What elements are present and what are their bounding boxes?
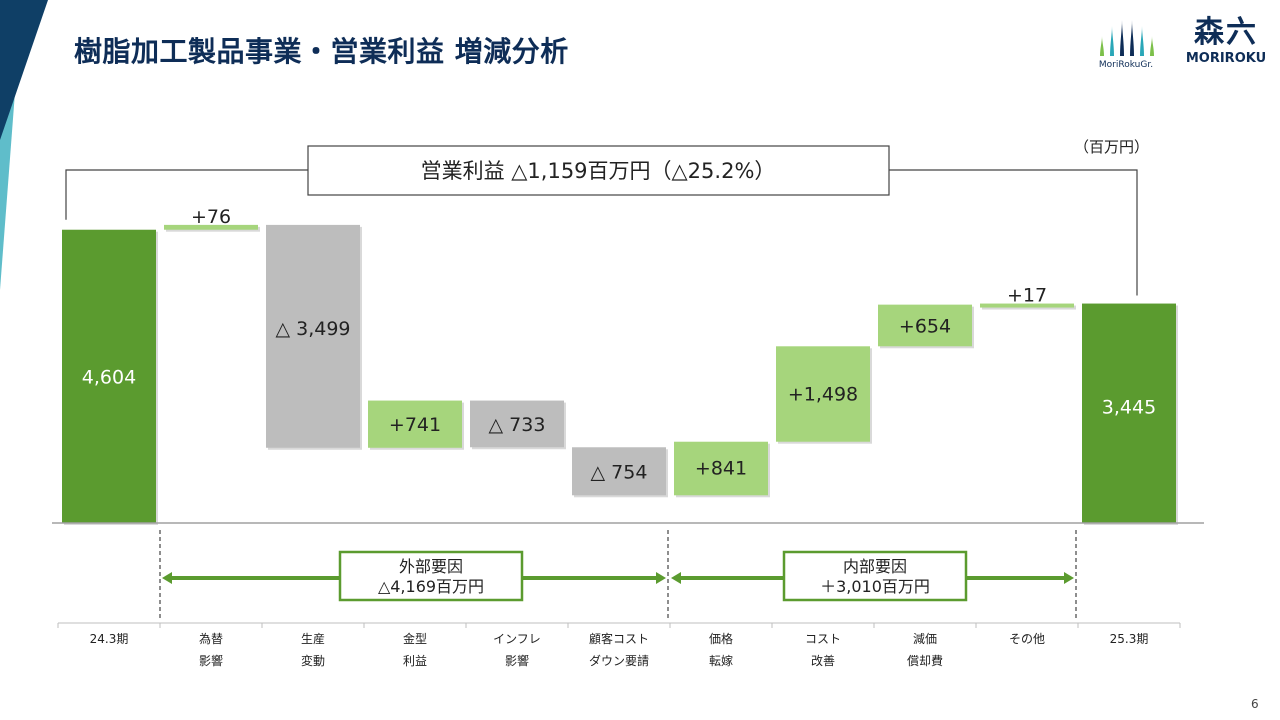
bar-10 xyxy=(980,303,1074,308)
unit-label: （百万円） xyxy=(1074,138,1150,156)
external-group-box xyxy=(338,550,524,602)
category-label-2: 為替 xyxy=(199,632,223,646)
category-label-6: ダウン要請 xyxy=(589,653,649,668)
category-label-5: 影響 xyxy=(505,653,529,668)
group-logo-icon xyxy=(1100,20,1154,56)
bar-2 xyxy=(164,224,258,230)
category-label-10: その他 xyxy=(1009,632,1045,646)
group-logo: MoriRokuGr. xyxy=(1092,16,1160,74)
external-arrow-head-left xyxy=(162,572,172,584)
data-label-8: +1,498 xyxy=(788,383,858,405)
bar-9 xyxy=(878,304,972,347)
category-label-4: 金型 xyxy=(403,631,427,646)
internal-group-box xyxy=(782,550,968,602)
data-label-4: +741 xyxy=(389,414,441,436)
category-label-8: コスト xyxy=(805,632,841,646)
external-arrow-head-right xyxy=(656,572,666,584)
summary-bracket-right xyxy=(889,169,1138,296)
internal-arrow-head-left xyxy=(671,572,681,584)
company-logo-kanji: 森六 xyxy=(1194,15,1258,50)
bar-1 xyxy=(62,229,156,523)
group-logo-caption: MoriRokuGr. xyxy=(1098,60,1154,70)
data-label-3: △ 3,499 xyxy=(275,318,350,340)
category-label-11: 25.3期 xyxy=(1110,632,1149,646)
data-label-7: +841 xyxy=(695,458,747,480)
page-number: 6 xyxy=(1251,697,1259,711)
bar-6 xyxy=(572,447,666,496)
category-label-3: 生産 xyxy=(301,631,325,646)
summary-box xyxy=(307,145,890,196)
category-label-4: 利益 xyxy=(403,654,427,668)
data-label-1: 4,604 xyxy=(82,367,136,389)
bar-3 xyxy=(266,224,360,448)
bar-11 xyxy=(1082,303,1176,523)
bar-8 xyxy=(776,346,870,442)
internal-group-value: ＋3,010百万円 xyxy=(820,577,930,596)
category-label-9: 減価 xyxy=(913,631,937,646)
internal-group-label: 内部要因 xyxy=(843,557,907,576)
data-label-5: △ 733 xyxy=(489,414,546,436)
category-label-7: 価格 xyxy=(709,631,733,646)
company-logo: 森六 MORIROKU xyxy=(1184,16,1268,74)
data-label-2: +76 xyxy=(191,206,231,228)
summary-box-text: 営業利益 △1,159百万円（△25.2%） xyxy=(421,159,776,183)
bar-4 xyxy=(368,400,462,448)
category-label-9: 償却費 xyxy=(907,653,943,668)
bar-5 xyxy=(470,400,564,448)
summary-bracket-left xyxy=(65,169,308,220)
corner-accent-navy xyxy=(0,0,48,140)
data-label-6: △ 754 xyxy=(591,461,648,483)
category-label-2: 影響 xyxy=(199,653,223,668)
category-label-1: 24.3期 xyxy=(90,632,129,646)
page-title: 樹脂加工製品事業・営業利益 増減分析 xyxy=(74,35,569,68)
external-group-label: 外部要因 xyxy=(399,557,463,576)
category-label-5: インフレ xyxy=(493,632,541,646)
category-label-8: 改善 xyxy=(811,653,835,668)
company-logo-latin: MORIROKU xyxy=(1185,51,1267,66)
category-label-6: 顧客コスト xyxy=(589,631,649,646)
bar-7 xyxy=(674,441,768,496)
category-label-7: 転嫁 xyxy=(709,653,733,668)
data-label-9: +654 xyxy=(899,315,951,337)
data-label-11: 3,445 xyxy=(1102,397,1156,419)
data-label-10: +17 xyxy=(1007,285,1047,307)
internal-arrow-head-right xyxy=(1064,572,1074,584)
category-label-3: 変動 xyxy=(301,653,325,668)
external-group-value: △4,169百万円 xyxy=(378,577,484,596)
